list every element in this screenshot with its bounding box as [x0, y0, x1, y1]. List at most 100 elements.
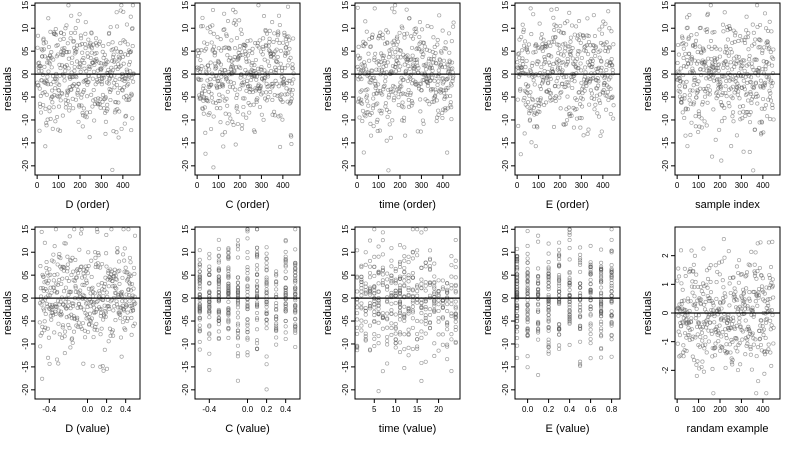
- data-point: [546, 340, 551, 345]
- data-point: [73, 285, 78, 290]
- data-point: [754, 57, 759, 62]
- data-point: [60, 113, 65, 118]
- data-point: [730, 362, 735, 367]
- data-point: [196, 48, 201, 53]
- data-point: [102, 347, 107, 352]
- data-point: [580, 86, 585, 91]
- y-tick-label: 1: [661, 282, 670, 287]
- data-point: [436, 308, 441, 314]
- data-point: [92, 291, 97, 296]
- data-point: [382, 83, 387, 88]
- data-point: [397, 274, 403, 279]
- data-point: [364, 29, 369, 34]
- data-point: [724, 50, 729, 55]
- data-point: [541, 37, 546, 42]
- data-point: [719, 306, 724, 311]
- data-point: [567, 312, 572, 317]
- data-point: [755, 269, 760, 274]
- data-point: [245, 327, 250, 332]
- data-point: [211, 31, 216, 36]
- data-point: [683, 133, 688, 138]
- data-point: [739, 38, 744, 43]
- data-point: [427, 264, 433, 269]
- data-point: [359, 289, 364, 294]
- data-point: [578, 269, 583, 274]
- data-point: [415, 300, 420, 305]
- data-point: [197, 262, 202, 267]
- data-point: [717, 54, 723, 59]
- data-point: [370, 68, 375, 73]
- data-point: [235, 255, 241, 260]
- data-point: [741, 104, 746, 109]
- data-point: [415, 344, 420, 349]
- data-point: [740, 58, 745, 63]
- data-point: [264, 362, 269, 367]
- data-point: [675, 278, 680, 283]
- data-point: [367, 285, 373, 290]
- y-tick-label: -10: [661, 114, 670, 126]
- data-point: [389, 325, 394, 331]
- data-point: [681, 64, 687, 69]
- data-point: [101, 294, 106, 299]
- data-point: [112, 85, 117, 90]
- data-point: [759, 130, 764, 136]
- data-point: [551, 124, 557, 129]
- data-point: [554, 7, 559, 12]
- data-point: [40, 54, 45, 59]
- data-point: [567, 276, 572, 281]
- data-point: [128, 49, 134, 54]
- data-point: [207, 272, 212, 277]
- data-point: [388, 87, 393, 92]
- data-point: [430, 99, 435, 104]
- data-point: [600, 24, 605, 29]
- data-point: [77, 301, 82, 306]
- data-point: [536, 293, 541, 298]
- data-point: [197, 286, 202, 291]
- data-point: [254, 250, 260, 255]
- data-point: [586, 127, 591, 132]
- data-point: [716, 62, 721, 67]
- data-point: [274, 272, 279, 277]
- data-point: [588, 287, 593, 292]
- data-point: [398, 48, 403, 53]
- data-point: [745, 306, 750, 311]
- data-point: [44, 259, 49, 265]
- data-point: [423, 305, 428, 310]
- data-point: [110, 54, 116, 60]
- data-point: [231, 81, 237, 86]
- data-point: [235, 92, 240, 97]
- data-point: [363, 306, 368, 311]
- data-point: [50, 88, 55, 93]
- data-point: [445, 357, 450, 362]
- data-point: [93, 264, 98, 270]
- data-point: [688, 132, 693, 138]
- data-point: [79, 326, 84, 331]
- data-point: [587, 102, 592, 107]
- data-point: [701, 47, 706, 52]
- data-point: [372, 313, 377, 318]
- data-point: [234, 35, 240, 41]
- data-point: [100, 364, 105, 369]
- data-point: [226, 281, 231, 286]
- data-point: [750, 307, 755, 312]
- data-point: [698, 334, 703, 340]
- data-point: [439, 64, 445, 70]
- data-point: [380, 252, 385, 257]
- data-point: [755, 101, 760, 106]
- data-point: [686, 299, 691, 304]
- data-point: [373, 86, 378, 91]
- data-point: [235, 335, 241, 340]
- data-point: [751, 314, 756, 319]
- data-point: [423, 264, 428, 269]
- data-point: [611, 42, 616, 47]
- data-point: [724, 342, 729, 347]
- data-point: [562, 31, 567, 36]
- y-tick-label: -20: [21, 159, 30, 171]
- data-point: [765, 28, 771, 33]
- data-point: [52, 244, 57, 249]
- data-point: [112, 267, 117, 272]
- data-point: [703, 342, 708, 347]
- data-point: [685, 144, 690, 149]
- data-point: [731, 318, 736, 323]
- data-point: [754, 354, 759, 359]
